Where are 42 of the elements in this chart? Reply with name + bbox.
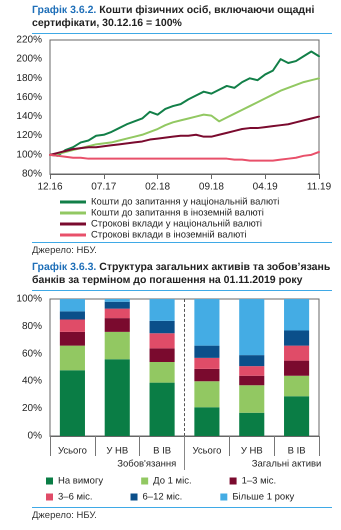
y-tick-label: 80%	[22, 168, 42, 180]
x-tick-label: У НВ	[240, 446, 263, 456]
legend-label: Кошти до запитання у національній валюті	[91, 196, 280, 208]
x-tick-label: 02.18	[145, 182, 171, 192]
y-tick-label: 180%	[16, 72, 42, 84]
y-tick-label: 100%	[16, 149, 42, 160]
legend-label: 3–6 міс.	[58, 492, 93, 502]
y-tick-label: 120%	[16, 130, 42, 142]
text: Джерело: НБУ.	[32, 242, 332, 256]
y-tick-label: 200%	[16, 54, 42, 65]
legend-label: На вимогу	[58, 476, 104, 486]
legend-label: Кошти до запитання в іноземній валюті	[91, 208, 264, 218]
y-tick-label: 20%	[22, 403, 42, 414]
legend-label: 1–3 міс.	[242, 476, 276, 486]
x-tick-label: 07.17	[91, 182, 117, 192]
x-tick-label: Усього	[58, 446, 87, 456]
chart-title: Графік 3.6.2. Кошти фізичних осіб, включаючи ощадні сертифікати, 30.12.16 = 100%	[32, 4, 314, 29]
y-tick-label: 40%	[22, 376, 42, 387]
y-tick-label: 100%	[16, 294, 42, 304]
y-tick-label: 160%	[16, 92, 42, 103]
x-tick-label: В ІВ	[153, 446, 172, 456]
text: Зобов'язання	[117, 458, 176, 470]
y-tick-label: 80%	[22, 320, 42, 332]
y-tick-label: 60%	[22, 348, 42, 360]
x-tick-label: В ІВ	[288, 446, 306, 456]
x-tick-label: 09.18	[198, 182, 224, 192]
y-tick-label: 140%	[16, 111, 42, 122]
x-tick-label: Усього	[192, 446, 222, 456]
x-tick-label: У НВ	[106, 446, 128, 456]
legend-label: Строкові вклади у національній валюті	[91, 218, 262, 230]
legend-label: Строкові вклади в іноземній валюті	[91, 230, 246, 240]
x-tick-label: 04.19	[252, 182, 278, 192]
legend-label: Більше 1 року	[232, 492, 294, 502]
text: Загальні активи	[252, 458, 322, 470]
text: Джерело: НБУ.	[32, 507, 332, 521]
legend-label: 6–12 міс.	[142, 492, 182, 502]
legend-label: До 1 міс.	[153, 476, 192, 486]
y-tick-label: 220%	[16, 34, 42, 46]
x-tick-label: 11.19	[306, 182, 332, 192]
chart-title: Графік 3.6.3. Структура загальних активів та зобов’язань банків за терміном до погашення на 01.11.2019 року	[32, 261, 330, 286]
y-tick-label: 0%	[28, 430, 42, 442]
x-tick-label: 12.16	[37, 182, 63, 192]
